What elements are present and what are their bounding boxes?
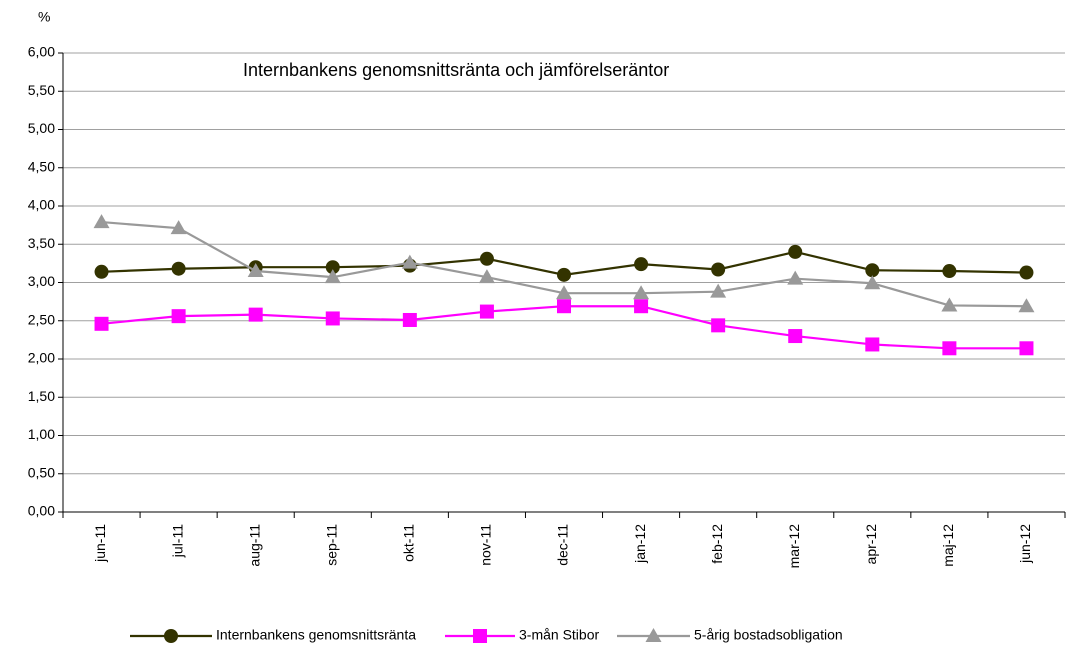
x-tick-label: okt-11 [401,524,417,562]
marker [401,254,418,269]
marker [710,283,727,298]
marker [865,263,880,278]
x-tick-label: nov-11 [478,524,494,566]
y-tick-label: 3,50 [28,235,55,251]
marker [170,220,187,235]
y-tick-label: 1,50 [28,388,55,404]
marker [711,318,726,333]
marker [164,629,178,643]
y-tick-label: 2,50 [28,311,55,327]
marker [634,299,649,314]
marker [788,329,803,344]
marker [479,304,494,319]
marker [248,307,263,322]
x-tick-label: mar-12 [786,524,802,569]
y-axis-label: % [38,9,50,25]
chart-title: Internbankens genomsnittsränta och jämfö… [243,60,669,80]
legend-label: 5-årig bostadsobligation [694,627,843,643]
marker [473,629,487,643]
marker [557,299,571,314]
marker [942,341,957,356]
marker [325,311,340,326]
marker [634,257,649,272]
legend-label: Internbankens genomsnittsränta [216,627,416,643]
y-tick-label: 2,00 [28,350,55,366]
x-tick-label: jun-11 [92,524,108,563]
y-tick-label: 0,50 [28,464,55,480]
x-tick-label: sep-11 [323,524,339,566]
y-tick-label: 5,00 [28,120,55,136]
marker [865,337,880,352]
x-tick-label: aug-11 [246,524,262,567]
marker [94,316,109,331]
x-tick-label: jan-12 [632,524,648,564]
marker [864,275,881,290]
y-tick-label: 1,00 [28,426,55,442]
marker [94,264,109,279]
y-tick-label: 3,00 [28,273,55,289]
x-tick-label: apr-12 [863,524,879,565]
x-tick-label: jun-12 [1017,524,1033,564]
marker [402,312,417,327]
x-tick-label: maj-12 [940,524,956,567]
marker [645,628,662,642]
marker [478,269,495,284]
marker [633,285,650,300]
marker [557,267,571,282]
marker [325,260,340,275]
y-tick-label: 4,00 [28,197,55,213]
marker [1019,341,1034,356]
marker [1019,265,1034,280]
marker [93,214,110,229]
marker [247,263,264,278]
marker [171,309,186,324]
y-tick-label: 0,00 [28,503,55,519]
marker [788,244,803,259]
y-tick-label: 5,50 [28,82,55,98]
marker [479,251,494,266]
marker [171,261,186,276]
marker [556,285,572,300]
marker [324,269,341,284]
marker [942,264,957,279]
marker [941,297,958,312]
marker [1018,298,1035,313]
marker [711,262,726,277]
x-tick-label: jul-11 [169,524,185,558]
x-tick-label: dec-11 [555,524,571,566]
marker [787,270,804,285]
y-tick-label: 4,50 [28,158,55,174]
x-tick-label: feb-12 [709,524,725,564]
legend-label: 3-mån Stibor [519,627,599,643]
y-tick-label: 6,00 [28,44,55,60]
